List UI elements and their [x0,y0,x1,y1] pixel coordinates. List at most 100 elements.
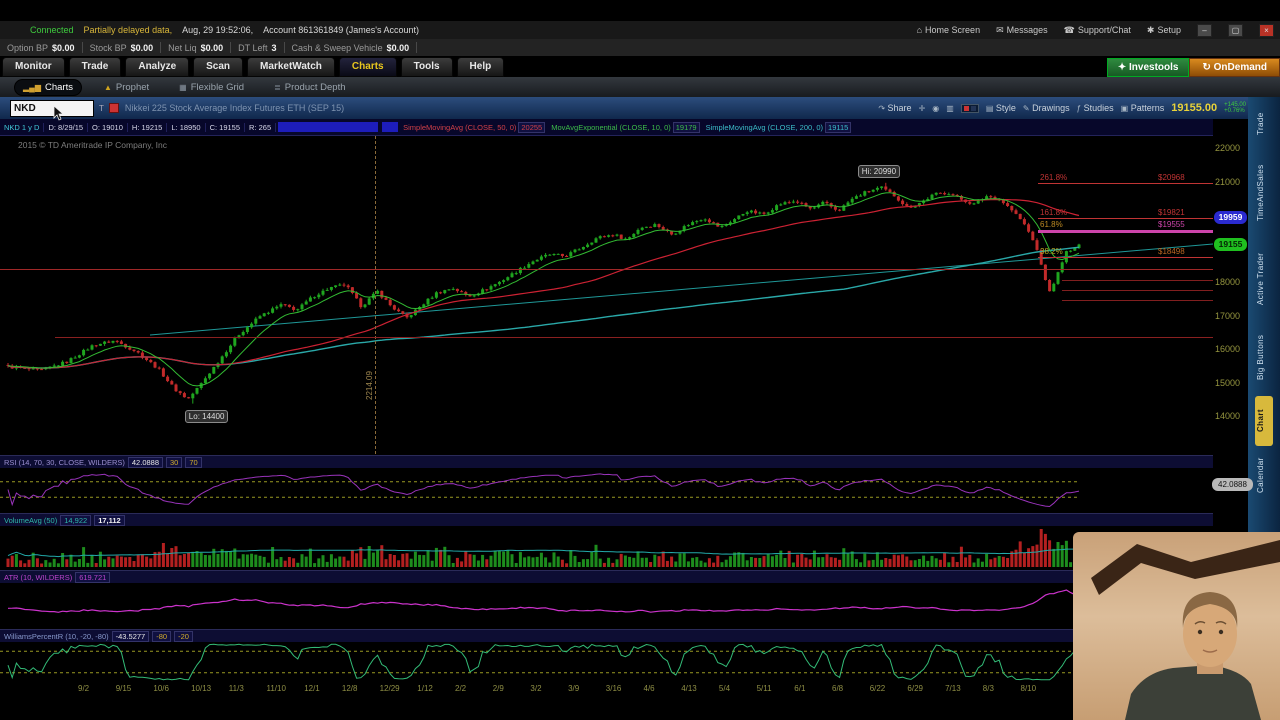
close-button[interactable]: × [1259,23,1274,37]
mouse-cursor [53,105,65,121]
time-axis-label: 1/12 [417,684,433,693]
ohlc-field: H: 19215 [128,122,168,132]
symbol-input[interactable] [10,99,94,117]
subtab-charts[interactable]: ▂▄▆ Charts [14,78,82,96]
home-screen-button[interactable]: ⌂ Home Screen [916,25,981,35]
volume-value-2: 17,112 [94,514,125,526]
messages-icon: ✉ [996,24,1004,35]
alert-icon[interactable] [108,103,119,113]
menu-tab-monitor[interactable]: Monitor [2,57,65,77]
person-shirt [1125,665,1261,720]
ohlc-field: O: 19010 [88,122,128,132]
time-axis-label: 7/13 [945,684,961,693]
messages-button[interactable]: ✉ Messages [996,24,1048,36]
ondemand-button[interactable]: ↻ OnDemand [1189,58,1280,77]
series-descriptor: NKD 1 y D [0,122,45,132]
time-axis-label: 5/4 [718,684,731,693]
time-axis-label: 3/2 [530,684,542,693]
ohlc-field: C: 19155 [206,122,246,132]
setup-button[interactable]: ✱ Setup [1146,24,1181,36]
title-bar: Connected Partially delayed data, Aug, 2… [0,21,1280,39]
price-axis-label: 14000 [1215,411,1241,421]
account-bar: Option BP $0.00 Stock BP $0.00 Net Liq $0.00 D… [0,39,1280,57]
tool-icon-2[interactable]: ◉ [932,103,940,113]
sidebar-tab-active-trader[interactable]: Active Trader [1256,252,1265,306]
time-axis-label: 8/10 [1020,684,1037,693]
rsi-axis-bubble: 42.0888 [1212,478,1253,491]
time-axis-label: 2/2 [455,684,467,693]
time-axis-label: 6/29 [907,684,923,693]
stat-value: $0.00 [200,42,224,53]
tool-icon-1[interactable]: ✛ [918,103,926,113]
volume-panel-header: VolumeAvg (50) 14,922 17,112 [0,513,1213,526]
price-axis-label: 17000 [1215,310,1241,321]
blue-square-icon [970,105,976,111]
time-axis-label: 8/3 [982,684,994,693]
menu-tab-analyze[interactable]: Analyze [125,57,190,77]
subtab-flexible-grid[interactable]: ▦ Flexible Grid [171,80,252,95]
study-label-2: SimpleMovingAvg (CLOSE, 200, 0) 19115 [703,121,855,133]
stat-label: DT Left [238,42,268,53]
vertical-marker-label: 2214.09 [365,371,374,400]
menu-tab-charts[interactable]: Charts [338,57,397,77]
minimize-button[interactable]: – [1197,23,1212,37]
williams-value: -43.5277 [111,630,150,642]
menu-tab-help[interactable]: Help [456,57,505,77]
study-name: SimpleMovingAvg (CLOSE, 50, 0) [403,122,517,132]
sidebar-tab-timeandsales[interactable]: TimeAndSales [1256,164,1265,222]
menu-tabs: Monitor Trade Analyze Scan MarketWatch Charts… [0,57,506,77]
red-square-icon [963,105,969,111]
menu-tab-marketwatch[interactable]: MarketWatch [247,57,335,77]
atr-value: 619.721 [75,571,111,583]
tool-icon-3[interactable]: ▥ [946,103,954,113]
chart-mode-toggle[interactable] [960,103,979,113]
subtab-product-depth[interactable]: ≣ Product Depth [266,80,353,95]
time-axis-label: 4/6 [643,684,655,693]
time-axis-label: 12/8 [341,684,358,693]
subtab-prophet[interactable]: ▲ Prophet [96,80,157,95]
patterns-icon: ▣ [1120,104,1129,113]
depth-icon: ≣ [274,82,281,92]
candlestick-chart[interactable] [0,136,1213,454]
studies-button[interactable]: ƒ Studies [1076,103,1114,113]
sidebar-tab-big-buttons[interactable]: Big Buttons [1256,334,1265,380]
investools-icon: ✦ [1117,62,1127,73]
williams-plot[interactable] [0,642,1213,682]
ohlc-field: L: 18950 [167,122,206,132]
drawings-button[interactable]: ✎ Drawings [1022,103,1070,113]
time-axis-label: 6/1 [794,684,806,693]
sidebar-tab-chart[interactable]: Chart [1255,396,1273,446]
time-axis-label: 6/8 [832,684,844,693]
menu-tab-scan[interactable]: Scan [193,57,244,77]
stat-label: Cash & Sweep Vehicle [291,42,383,53]
maximize-button[interactable]: ▢ [1228,23,1243,37]
setup-icon: ✱ [1146,24,1155,35]
study-label-0: SimpleMovingAvg (CLOSE, 50, 0) 20255 [400,121,548,133]
flag-icon[interactable]: T [99,103,104,113]
time-axis-label: 3/16 [605,684,622,693]
atr-panel-header: ATR (10, WILDERS) 619.721 [0,570,1213,583]
atr-label: ATR (10, WILDERS) [4,572,73,582]
stat-value: $0.00 [130,42,154,53]
time-axis-label: 9/15 [115,684,132,693]
drawings-icon: ✎ [1022,104,1030,113]
menu-tab-trade[interactable]: Trade [68,57,122,77]
atr-plot[interactable] [0,584,1213,627]
patterns-button[interactable]: ▣ Patterns [1120,103,1165,113]
grid-icon: ▦ [179,82,187,92]
subtab-label: Flexible Grid [190,81,245,93]
investools-button[interactable]: ✦ Investools [1106,58,1190,77]
subtab-label: Prophet [115,81,150,93]
volume-plot[interactable] [0,526,1213,568]
volume-value-1: 14,922 [60,514,92,526]
time-axis[interactable]: 9/2 9/15 10/6 10/13 11/3 11/10 12/1 12/8 12/29 1/… [0,684,1213,696]
rsi-plot[interactable] [0,468,1213,511]
menu-tab-tools[interactable]: Tools [400,57,453,77]
sidebar-tab-trade[interactable]: Trade [1256,112,1265,136]
share-button[interactable]: ↷ Share [878,103,912,113]
study-block-2 [382,122,399,132]
style-button[interactable]: ▤ Style [985,103,1016,113]
price-axis-bubble: 19155 [1214,238,1247,251]
support-chat-button[interactable]: ☎ Support/Chat [1063,24,1131,36]
sidebar-tab-calendar[interactable]: Calendar [1256,457,1265,493]
